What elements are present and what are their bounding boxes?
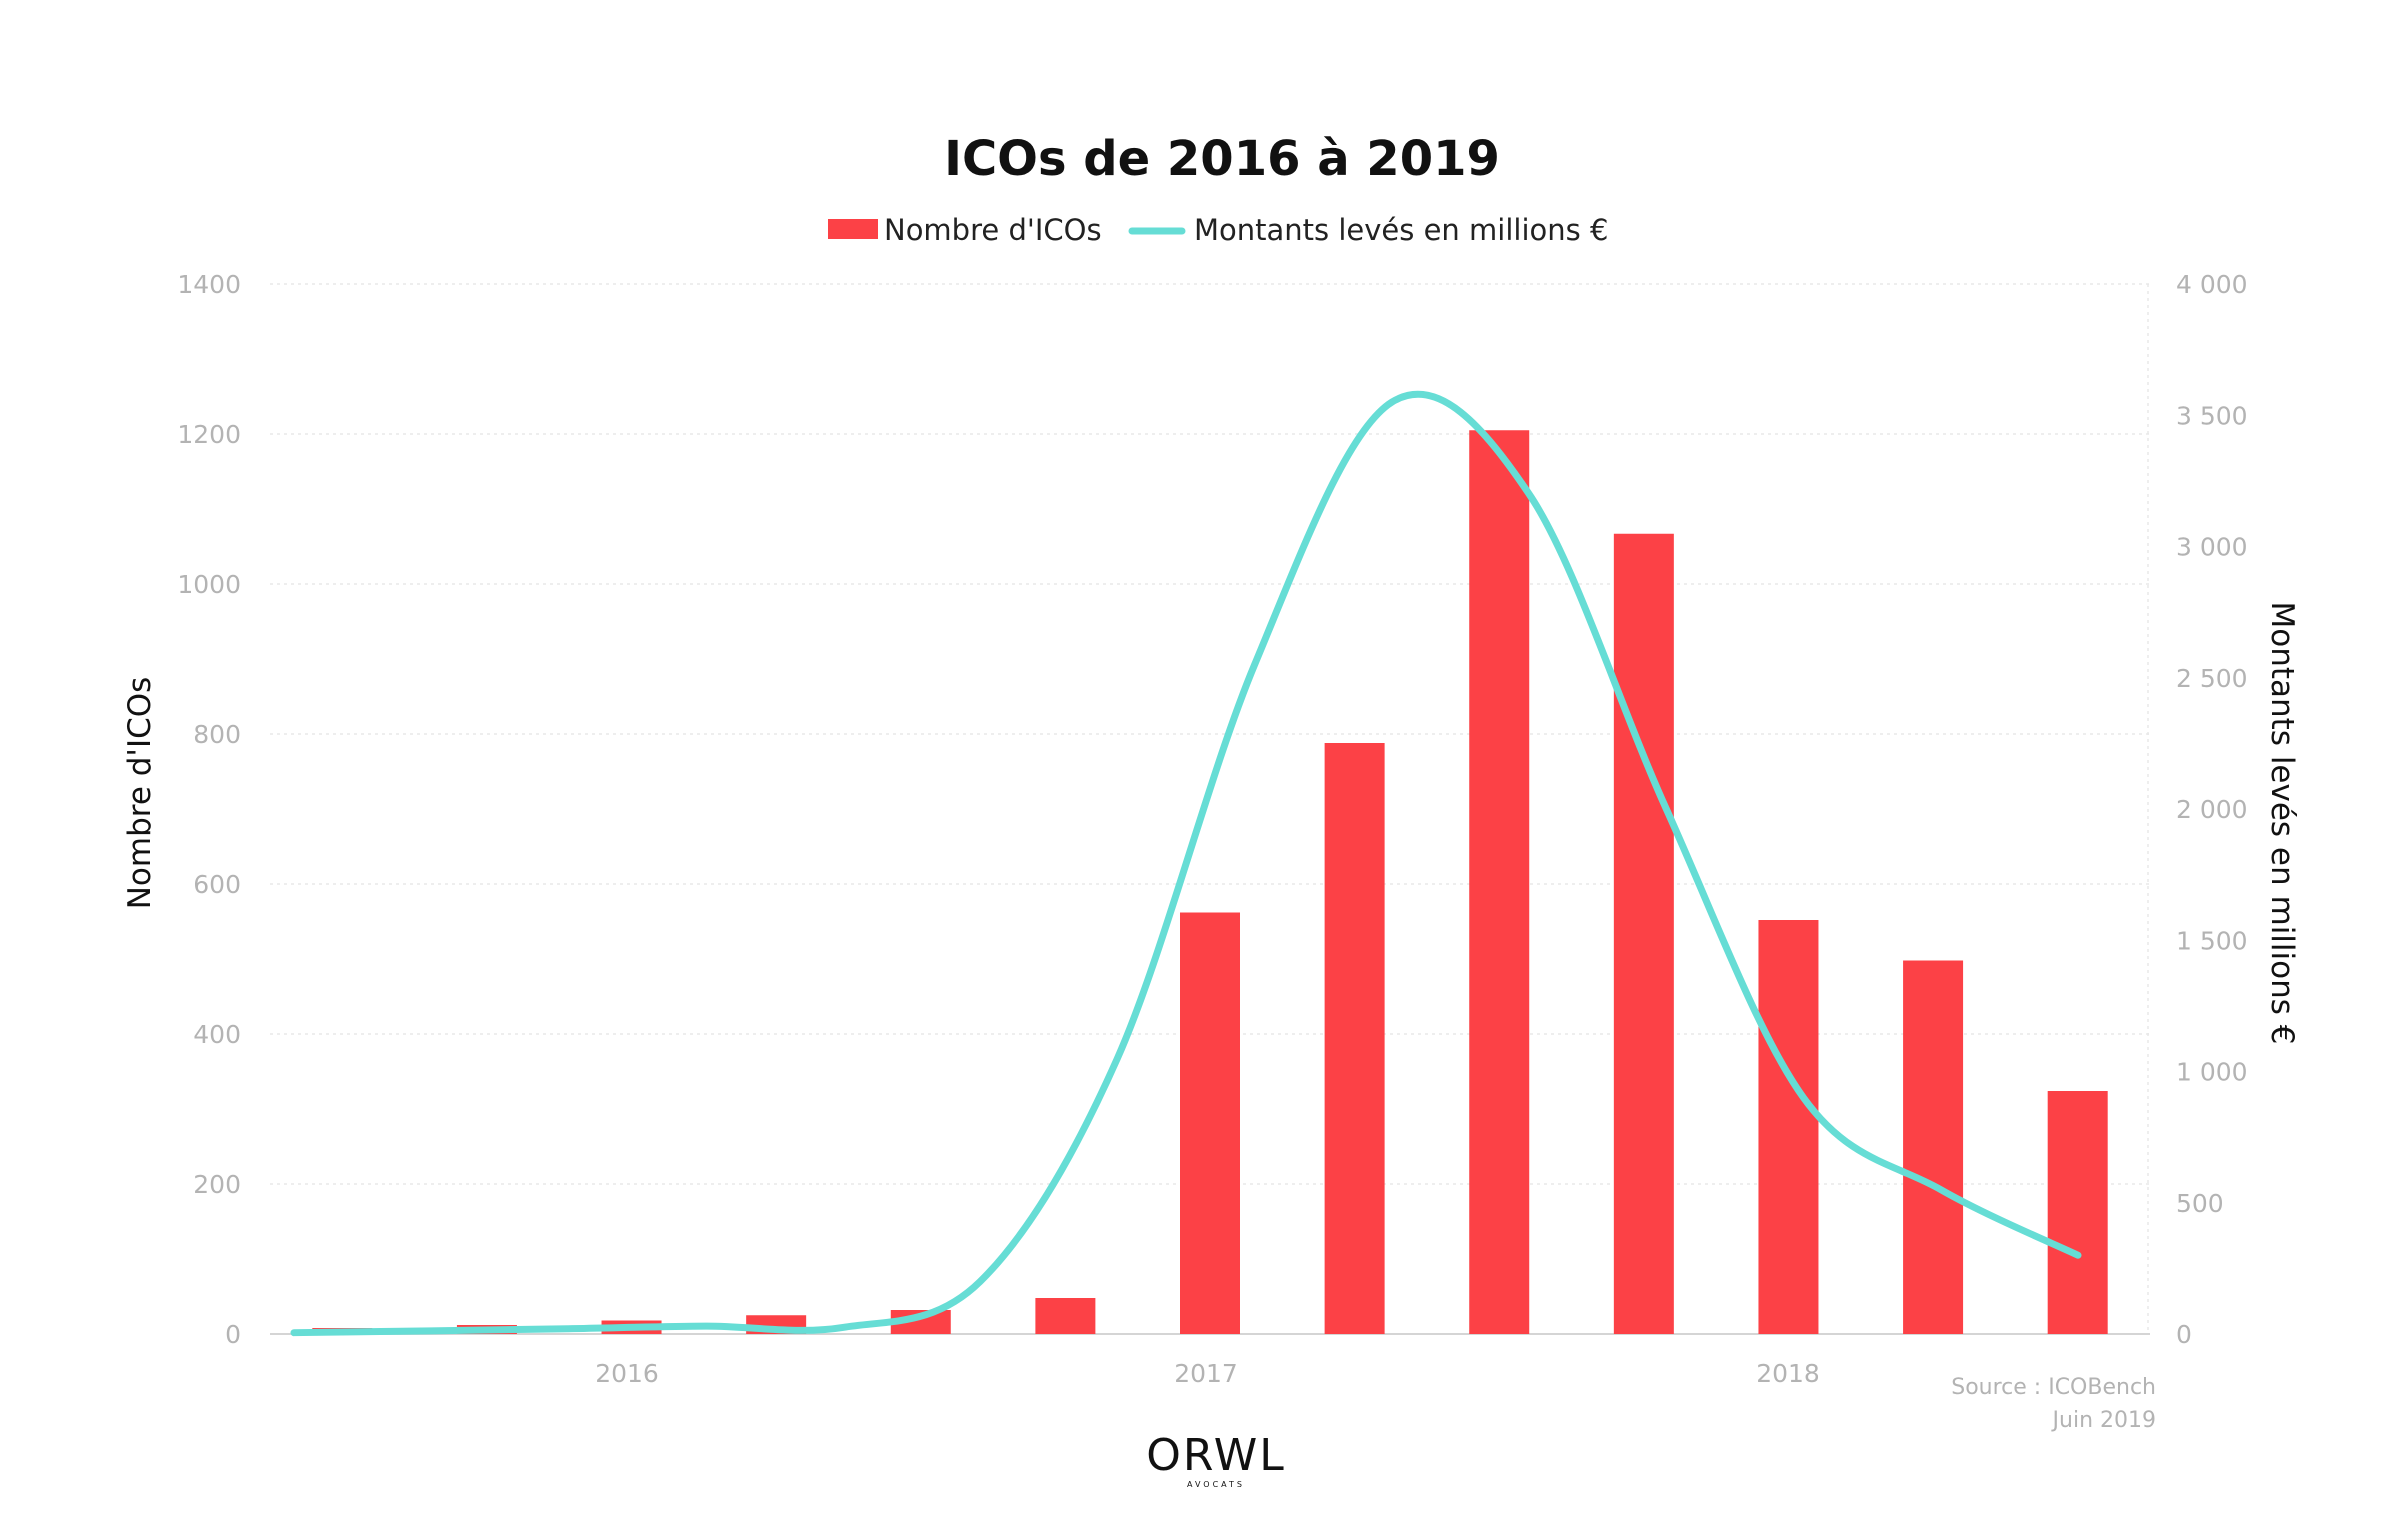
x-tick-label: 2017	[1174, 1359, 1238, 1388]
left-tick-label: 0	[225, 1320, 241, 1349]
right-tick-label: 1 000	[2176, 1058, 2248, 1087]
x-tick-label: 2016	[595, 1359, 659, 1388]
left-tick-label: 1200	[177, 420, 241, 449]
left-tick-label: 800	[193, 720, 241, 749]
legend-bar-label: Nombre d'ICOs	[884, 213, 1102, 247]
left-tick-label: 200	[193, 1170, 241, 1199]
right-tick-label: 1 500	[2176, 926, 2248, 955]
source-line: Source : ICOBench	[1951, 1375, 2156, 1400]
right-tick-label: 0	[2176, 1320, 2192, 1349]
right-tick-label: 2 000	[2176, 795, 2248, 824]
right-tick-label: 3 500	[2176, 401, 2248, 430]
left-axis-ticks: 0 200 400 600 800 1000 1200 1400	[177, 270, 241, 1349]
legend-bar-swatch	[828, 219, 878, 239]
right-axis-ticks: 0 500 1 000 1 500 2 000 2 500 3 000 3 500 4 000	[2176, 270, 2248, 1349]
bar	[1180, 912, 1240, 1334]
x-tick-label: 2018	[1756, 1359, 1820, 1388]
left-tick-label: 1000	[177, 570, 241, 599]
legend-line-label: Montants levés en millions €	[1194, 213, 1608, 247]
left-tick-label: 600	[193, 870, 241, 899]
left-tick-label: 1400	[177, 270, 241, 299]
chart-title: ICOs de 2016 à 2019	[944, 131, 1500, 187]
left-tick-label: 400	[193, 1020, 241, 1049]
bar	[2047, 1091, 2108, 1334]
line-series	[290, 390, 2082, 1337]
x-axis-ticks: 2016 2017 2018	[595, 1359, 1820, 1388]
right-tick-label: 4 000	[2176, 270, 2248, 299]
line-path	[290, 390, 2082, 1337]
right-tick-label: 2 500	[2176, 664, 2248, 693]
bar	[1469, 430, 1530, 1334]
logo-subtitle: AVOCATS	[1187, 1480, 1245, 1489]
logo-wordmark: ORWL	[1146, 1430, 1285, 1481]
bar	[1035, 1298, 1096, 1334]
right-axis-label: Montants levés en millions €	[2264, 602, 2300, 1045]
source-date: Juin 2019	[2051, 1408, 2156, 1433]
orwl-logo: ORWL AVOCATS	[1146, 1430, 1285, 1489]
left-axis-label: Nombre d'ICOs	[122, 677, 158, 910]
bar	[1613, 533, 1674, 1334]
bar	[1324, 743, 1385, 1334]
right-tick-label: 500	[2176, 1189, 2224, 1218]
right-tick-label: 3 000	[2176, 533, 2248, 562]
bar-series	[312, 430, 2108, 1334]
bar	[1758, 920, 1819, 1334]
legend: Nombre d'ICOs Montants levés en millions…	[828, 213, 1608, 247]
bar	[1903, 960, 1964, 1334]
